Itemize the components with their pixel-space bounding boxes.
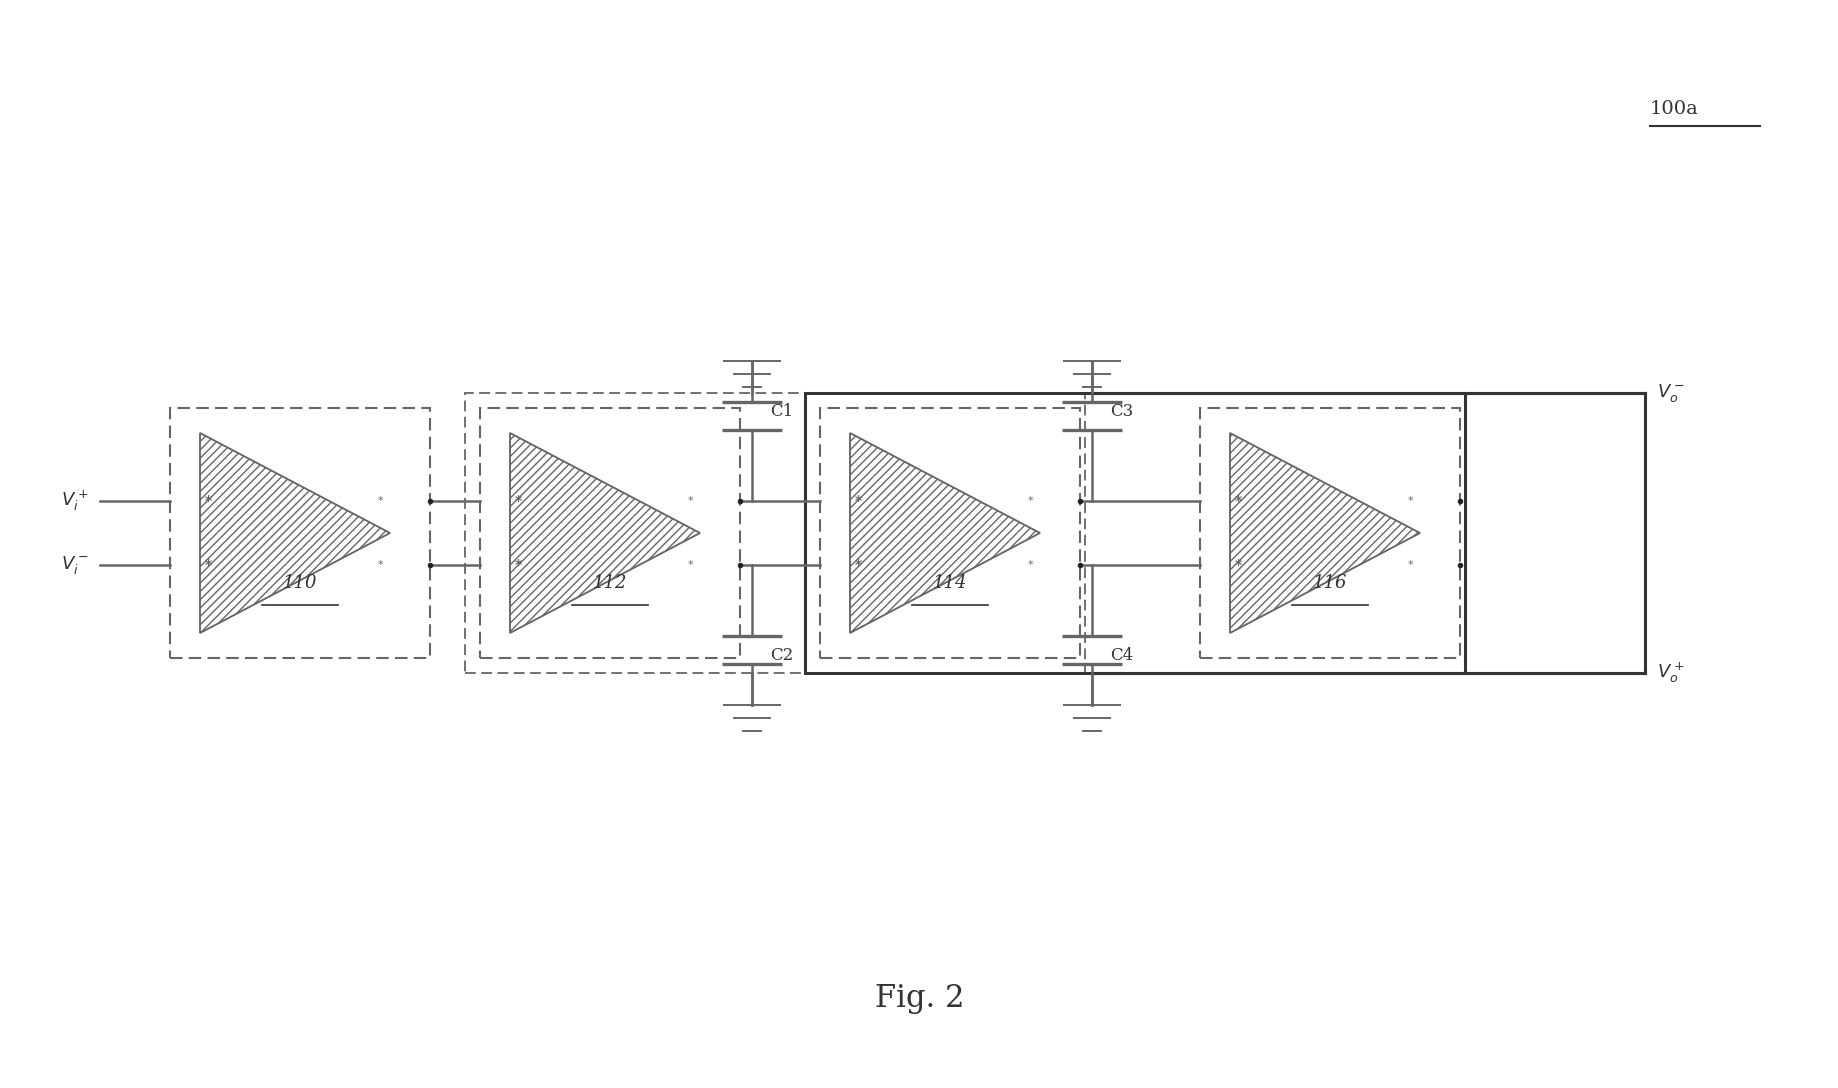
- Text: $V_i^+$: $V_i^+$: [61, 489, 88, 514]
- Text: 110: 110: [283, 574, 318, 592]
- Text: *: *: [204, 558, 211, 572]
- Bar: [480, 408, 741, 658]
- Text: *: *: [377, 560, 382, 570]
- Text: *: *: [204, 494, 211, 508]
- Bar: [1200, 408, 1459, 658]
- Text: *: *: [515, 494, 522, 508]
- Text: *: *: [687, 496, 693, 506]
- Text: *: *: [687, 560, 693, 570]
- Text: *: *: [855, 558, 862, 572]
- Text: C4: C4: [1110, 646, 1134, 664]
- Bar: [820, 408, 1081, 658]
- Polygon shape: [1230, 433, 1421, 633]
- Text: *: *: [1027, 560, 1033, 570]
- Text: $V_i^-$: $V_i^-$: [61, 554, 88, 576]
- Text: $V_o^+$: $V_o^+$: [1658, 660, 1684, 685]
- Text: C2: C2: [770, 646, 794, 664]
- Bar: [805, 393, 1465, 673]
- Text: *: *: [1408, 560, 1413, 570]
- Text: 114: 114: [932, 574, 967, 592]
- Text: *: *: [855, 494, 862, 508]
- Text: C1: C1: [770, 403, 794, 420]
- Polygon shape: [509, 433, 700, 633]
- Text: *: *: [1235, 494, 1241, 508]
- Text: *: *: [1027, 496, 1033, 506]
- Text: *: *: [377, 496, 382, 506]
- Polygon shape: [849, 433, 1040, 633]
- Polygon shape: [200, 433, 390, 633]
- Text: $V_o^-$: $V_o^-$: [1658, 382, 1684, 404]
- Text: *: *: [515, 558, 522, 572]
- Text: 112: 112: [592, 574, 627, 592]
- Text: *: *: [1235, 558, 1241, 572]
- Bar: [465, 393, 1084, 673]
- Text: *: *: [1408, 496, 1413, 506]
- Text: C3: C3: [1110, 403, 1134, 420]
- Bar: [169, 408, 430, 658]
- Text: 100a: 100a: [1651, 100, 1698, 118]
- Text: Fig. 2: Fig. 2: [875, 982, 965, 1014]
- Text: 116: 116: [1312, 574, 1347, 592]
